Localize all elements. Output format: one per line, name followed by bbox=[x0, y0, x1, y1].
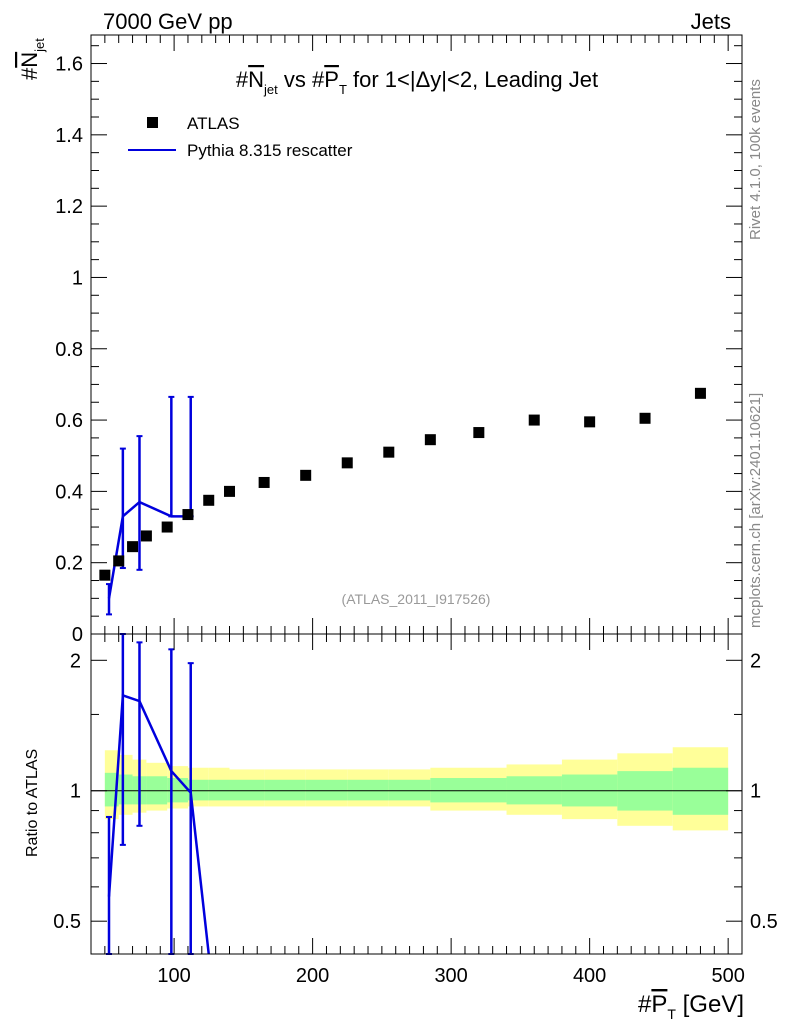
header-category: Jets bbox=[691, 9, 731, 34]
ratio-y-tick-label-right: 0.5 bbox=[750, 911, 778, 933]
x-tick-label: 400 bbox=[573, 965, 606, 987]
x-tick-label: 500 bbox=[711, 965, 744, 987]
atlas-data-point bbox=[203, 494, 215, 506]
header-energy: 7000 GeV pp bbox=[103, 9, 233, 34]
ratio-y-tick-label: 0.5 bbox=[53, 911, 81, 933]
ratio-mc-line bbox=[107, 693, 210, 955]
ratio-uncertainty-band-inner bbox=[347, 779, 389, 801]
legend-atlas-marker bbox=[147, 117, 158, 128]
main-y-tick-label: 1.4 bbox=[55, 125, 83, 147]
atlas-data-point bbox=[182, 509, 194, 521]
ratio-uncertainty-band-inner bbox=[229, 779, 265, 801]
ratio-uncertainty-band-inner bbox=[388, 779, 431, 801]
ratio-y-tick-label-right: 1 bbox=[750, 781, 761, 803]
legend-atlas-label: ATLAS bbox=[187, 114, 240, 133]
atlas-data-point bbox=[584, 416, 596, 428]
ratio-uncertainty-band-inner bbox=[264, 779, 306, 801]
atlas-data-point bbox=[99, 569, 111, 581]
ratio-uncertainty-band-inner bbox=[208, 779, 230, 801]
atlas-data-point bbox=[383, 446, 395, 458]
atlas-data-point bbox=[300, 469, 312, 481]
main-y-tick-label: 0.8 bbox=[55, 339, 83, 361]
atlas-data-point bbox=[341, 457, 353, 469]
x-tick-label: 200 bbox=[296, 965, 329, 987]
ratio-panel: 0.5 0.5 1 1 2 2 100 200 300 400 500 Ratio to ATLA… bbox=[24, 633, 778, 987]
ratio-uncertainty-band-inner bbox=[187, 779, 209, 801]
x-axis-label: #PT [GeV] bbox=[638, 991, 744, 1022]
ratio-frame bbox=[90, 633, 743, 955]
atlas-data-point bbox=[113, 555, 125, 567]
atlas-data-point bbox=[528, 414, 540, 426]
main-y-tick-label: 0 bbox=[72, 624, 83, 646]
atlas-data-point bbox=[694, 387, 706, 399]
mcplots-credit-note: mcplots.cern.ch [arXiv:2401.10621] bbox=[747, 393, 764, 628]
ratio-y-tick-label-right: 2 bbox=[750, 650, 761, 672]
ratio-y-tick-label: 1 bbox=[70, 781, 81, 803]
main-y-tick-label: 1.6 bbox=[55, 54, 83, 76]
x-tick-label: 300 bbox=[434, 965, 467, 987]
main-y-tick-label: 1 bbox=[72, 267, 83, 289]
x-tick-label: 100 bbox=[157, 965, 190, 987]
atlas-data-point bbox=[258, 476, 270, 488]
ratio-uncertainty-band-inner bbox=[672, 767, 729, 815]
atlas-data-point bbox=[473, 427, 485, 439]
ratio-y-tick-label: 2 bbox=[70, 650, 81, 672]
main-y-tick-label: 1.2 bbox=[55, 196, 83, 218]
main-y-axis-label: #Njet bbox=[17, 38, 47, 80]
atlas-data-point bbox=[140, 530, 152, 542]
legend-pythia-label: Pythia 8.315 rescatter bbox=[187, 141, 353, 160]
atlas-data-point bbox=[161, 521, 173, 533]
ratio-uncertainty-band-inner bbox=[118, 774, 133, 805]
main-y-tick-label: 0.2 bbox=[55, 553, 83, 575]
atlas-data-point bbox=[639, 412, 651, 424]
atlas-data-point bbox=[127, 541, 139, 553]
mc-series-line bbox=[107, 500, 191, 599]
analysis-watermark: (ATLAS_2011_I917526) bbox=[342, 591, 491, 607]
ratio-uncertainty-band-inner bbox=[305, 779, 348, 801]
legend: ATLAS Pythia 8.315 rescatter bbox=[128, 114, 353, 160]
main-y-tick-label: 0.6 bbox=[55, 410, 83, 432]
atlas-data-point bbox=[424, 434, 436, 446]
main-y-tick-label: 0.4 bbox=[55, 481, 83, 503]
ratio-y-axis-label: Ratio to ATLAS bbox=[24, 749, 41, 857]
main-panel: 0 0.2 0.4 0.6 0.8 1 1.2 1.4 1.6 #Njet vs #PT for… bbox=[17, 34, 743, 646]
rivet-version-note: Rivet 4.1.0, 100k events bbox=[747, 79, 764, 240]
ratio-uncertainty-band-inner bbox=[430, 778, 507, 803]
plot-title: #Njet vs #PT for 1<|Δy|<2, Leading Jet bbox=[236, 67, 598, 97]
atlas-data-point bbox=[224, 485, 236, 497]
